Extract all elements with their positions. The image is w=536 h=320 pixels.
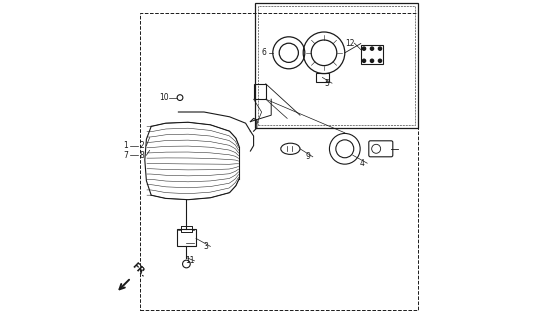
Circle shape xyxy=(183,260,190,268)
Bar xyxy=(255,3,419,128)
Text: 3: 3 xyxy=(203,242,208,251)
Bar xyxy=(258,6,415,125)
Text: 1: 1 xyxy=(123,141,128,150)
Circle shape xyxy=(273,37,305,69)
Circle shape xyxy=(330,133,360,164)
Bar xyxy=(361,45,383,64)
Circle shape xyxy=(362,47,366,50)
Circle shape xyxy=(362,59,366,62)
Bar xyxy=(316,73,329,82)
Text: 4: 4 xyxy=(360,159,365,168)
Text: 2: 2 xyxy=(139,141,144,150)
Bar xyxy=(177,229,196,246)
Text: 6: 6 xyxy=(262,48,266,57)
Ellipse shape xyxy=(281,143,300,154)
Text: 12: 12 xyxy=(345,39,354,48)
Text: 8: 8 xyxy=(139,151,144,160)
Circle shape xyxy=(378,59,382,62)
Circle shape xyxy=(370,47,374,50)
Circle shape xyxy=(177,95,183,100)
Circle shape xyxy=(279,43,299,62)
Bar xyxy=(140,13,419,310)
Text: 10: 10 xyxy=(159,93,169,102)
Text: 5: 5 xyxy=(325,79,330,88)
Text: 9: 9 xyxy=(306,152,310,161)
Circle shape xyxy=(336,140,354,158)
Text: FR.: FR. xyxy=(129,261,147,279)
Circle shape xyxy=(378,47,382,50)
Text: 11: 11 xyxy=(185,256,195,265)
Circle shape xyxy=(370,59,374,62)
Text: 7: 7 xyxy=(123,151,128,160)
Bar xyxy=(254,84,266,99)
